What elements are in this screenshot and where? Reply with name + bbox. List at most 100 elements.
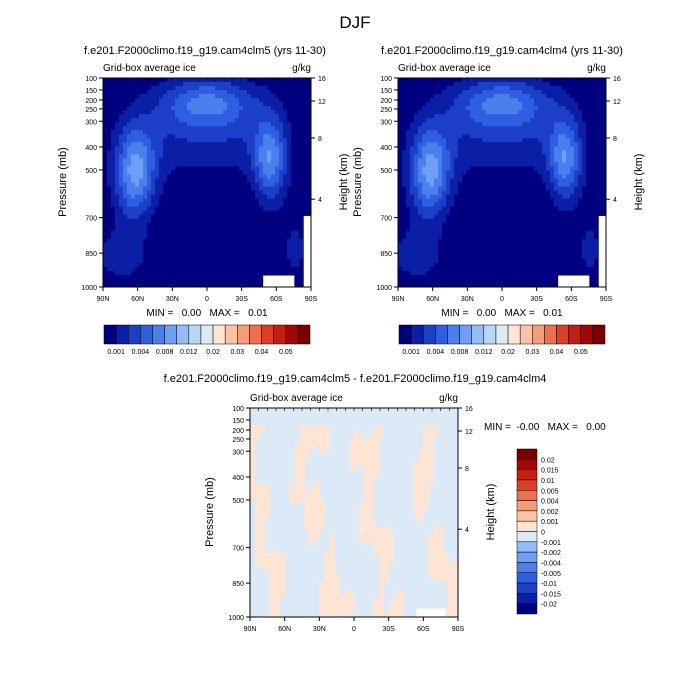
heatmap-cell bbox=[486, 278, 491, 284]
heatmap-cell bbox=[462, 274, 467, 280]
heatmap-cell bbox=[263, 102, 268, 107]
heatmap-cell bbox=[518, 114, 523, 119]
heatmap-cell bbox=[191, 194, 196, 199]
heatmap-cell bbox=[239, 206, 244, 212]
heatmap-cell bbox=[235, 182, 240, 187]
x-tick-label: 30S bbox=[235, 296, 248, 303]
heatmap-cell bbox=[167, 138, 172, 143]
heatmap-cell bbox=[502, 266, 507, 272]
heatmap-cell bbox=[211, 138, 216, 143]
heatmap-cell bbox=[115, 118, 120, 123]
heatmap-cell bbox=[454, 214, 459, 220]
heatmap-cell bbox=[243, 174, 248, 179]
heatmap-cell bbox=[183, 154, 188, 159]
heatmap-cell bbox=[283, 114, 288, 119]
heatmap-cell bbox=[199, 250, 204, 256]
heatmap-cell bbox=[534, 274, 539, 280]
heatmap-cell bbox=[450, 254, 455, 260]
heatmap-cell bbox=[275, 262, 280, 268]
heatmap-cell bbox=[203, 110, 208, 115]
heatmap-cell bbox=[115, 110, 120, 115]
heatmap-cell bbox=[454, 82, 459, 87]
heatmap-cell bbox=[163, 110, 168, 115]
heatmap-cell bbox=[227, 206, 232, 212]
heatmap-cell bbox=[235, 186, 240, 191]
heatmap-cell bbox=[151, 186, 156, 191]
heatmap-cell bbox=[179, 258, 184, 264]
heatmap-cell bbox=[183, 246, 188, 252]
heatmap-cell bbox=[414, 206, 419, 212]
heatmap-cell bbox=[275, 126, 280, 131]
heatmap-cell bbox=[247, 182, 252, 187]
heatmap-cell bbox=[446, 150, 451, 155]
heatmap-cell bbox=[183, 90, 188, 95]
heatmap-cell bbox=[454, 142, 459, 147]
heatmap-cell bbox=[287, 186, 292, 191]
heatmap-cell bbox=[243, 270, 248, 276]
heatmap-cell bbox=[466, 254, 471, 260]
heatmap-cell bbox=[299, 82, 304, 87]
heatmap-cell bbox=[474, 86, 479, 91]
heatmap-cell bbox=[235, 78, 240, 83]
heatmap-cell bbox=[135, 86, 140, 91]
heatmap-cell bbox=[426, 182, 431, 187]
heatmap-cell bbox=[510, 122, 515, 127]
heatmap-cell bbox=[239, 158, 244, 163]
heatmap-cell bbox=[410, 166, 415, 171]
heatmap-cell bbox=[131, 226, 136, 232]
heatmap-cell bbox=[410, 98, 415, 103]
heatmap-cell bbox=[299, 282, 304, 288]
heatmap-cell bbox=[422, 158, 427, 163]
heatmap-cell bbox=[171, 282, 176, 288]
heatmap-cell bbox=[402, 194, 407, 199]
heatmap-cell bbox=[546, 114, 551, 119]
heatmap-cell bbox=[203, 218, 208, 224]
heatmap-cell bbox=[267, 214, 272, 220]
heatmap-cell bbox=[450, 230, 455, 236]
heatmap-cell bbox=[470, 282, 475, 288]
heatmap-cell bbox=[442, 214, 447, 220]
heatmap-cell bbox=[247, 78, 252, 83]
heatmap-cell bbox=[478, 234, 483, 240]
heatmap-cell bbox=[462, 234, 467, 240]
heatmap-cell bbox=[159, 82, 164, 87]
heatmap-cell bbox=[119, 254, 124, 260]
heatmap-cell bbox=[267, 142, 272, 147]
heatmap-cell bbox=[402, 150, 407, 155]
heatmap-cell bbox=[195, 142, 200, 147]
heatmap-cell bbox=[167, 254, 172, 260]
heatmap-cell bbox=[287, 254, 292, 260]
heatmap-cell bbox=[562, 222, 567, 228]
heatmap-cell bbox=[303, 150, 308, 155]
heatmap-cell bbox=[163, 270, 168, 276]
heatmap-cell bbox=[562, 214, 567, 220]
heatmap-cell bbox=[123, 170, 128, 175]
heatmap-cell bbox=[247, 198, 252, 203]
heatmap-cell bbox=[414, 178, 419, 183]
heatmap-cell bbox=[442, 94, 447, 99]
heatmap-cell bbox=[175, 210, 180, 216]
heatmap-cell bbox=[550, 154, 555, 159]
heatmap-cell bbox=[554, 170, 559, 175]
heatmap-cell bbox=[127, 242, 132, 248]
heatmap-cell bbox=[231, 214, 236, 220]
heatmap-cell bbox=[530, 222, 535, 228]
heatmap-cell bbox=[418, 242, 423, 248]
heatmap-cell bbox=[267, 262, 272, 268]
heatmap-cell bbox=[243, 126, 248, 131]
heatmap-cell bbox=[542, 222, 547, 228]
heatmap-cell bbox=[490, 250, 495, 256]
heatmap-cell bbox=[534, 174, 539, 179]
heatmap-cell bbox=[406, 194, 411, 199]
heatmap-cell bbox=[558, 238, 563, 244]
heatmap-cell bbox=[550, 254, 555, 260]
heatmap-cell bbox=[115, 190, 120, 195]
heatmap-cell bbox=[219, 222, 224, 228]
heatmap-cell bbox=[163, 238, 168, 244]
heatmap-cell bbox=[271, 122, 276, 127]
heatmap-cell bbox=[251, 234, 256, 240]
heatmap-cell bbox=[526, 242, 531, 248]
heatmap-cell bbox=[143, 278, 148, 284]
heatmap-cell bbox=[446, 186, 451, 191]
heatmap-cell bbox=[175, 274, 180, 280]
